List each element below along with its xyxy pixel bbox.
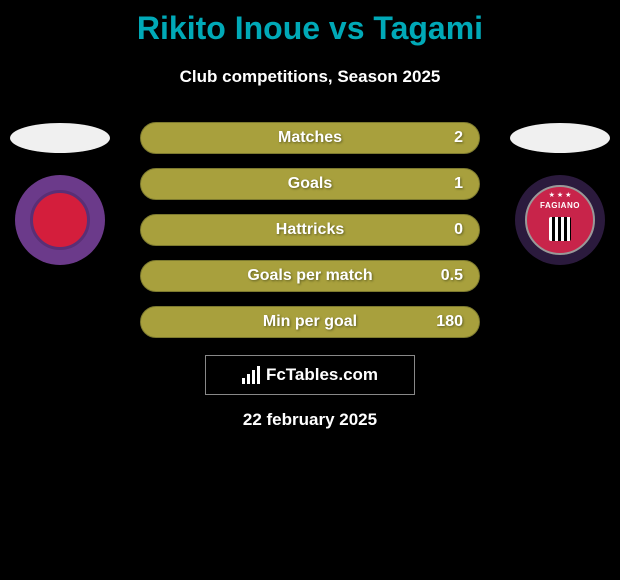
stat-label: Hattricks xyxy=(276,221,344,239)
date-label: 22 february 2025 xyxy=(0,410,620,430)
stat-row-goals: Goals 1 xyxy=(140,168,480,200)
club-logo-right: ★ ★ ★ FAGIANO xyxy=(515,175,605,265)
stat-label: Min per goal xyxy=(263,313,357,331)
stat-value: 0 xyxy=(454,221,463,239)
stat-label: Goals per match xyxy=(247,267,372,285)
player-placeholder-left xyxy=(10,123,110,153)
stat-label: Matches xyxy=(278,129,342,147)
brand-badge[interactable]: FcTables.com xyxy=(205,355,415,395)
club-crest-right: ★ ★ ★ FAGIANO xyxy=(525,185,595,255)
page-title: Rikito Inoue vs Tagami xyxy=(0,0,620,47)
stat-row-min-per-goal: Min per goal 180 xyxy=(140,306,480,338)
stats-list: Matches 2 Goals 1 Hattricks 0 Goals per … xyxy=(140,122,480,352)
club-logo-left xyxy=(15,175,105,265)
crest-stars-icon: ★ ★ ★ xyxy=(549,191,572,199)
crest-text-right: FAGIANO xyxy=(540,201,580,210)
club-crest-left xyxy=(30,190,90,250)
stat-row-matches: Matches 2 xyxy=(140,122,480,154)
stat-row-hattricks: Hattricks 0 xyxy=(140,214,480,246)
brand-chart-icon xyxy=(242,366,260,384)
player-placeholder-right xyxy=(510,123,610,153)
subtitle: Club competitions, Season 2025 xyxy=(0,67,620,87)
stat-label: Goals xyxy=(288,175,332,193)
stat-value: 180 xyxy=(436,313,463,331)
brand-label: FcTables.com xyxy=(266,365,378,385)
stat-row-goals-per-match: Goals per match 0.5 xyxy=(140,260,480,292)
crest-stripes-icon xyxy=(549,217,571,241)
stat-value: 0.5 xyxy=(441,267,463,285)
stat-value: 1 xyxy=(454,175,463,193)
comparison-card: Rikito Inoue vs Tagami Club competitions… xyxy=(0,0,620,580)
stat-value: 2 xyxy=(454,129,463,147)
